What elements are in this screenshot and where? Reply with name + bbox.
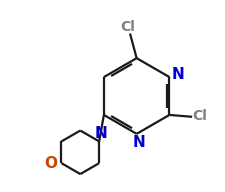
- Text: N: N: [94, 126, 107, 141]
- Text: Cl: Cl: [191, 109, 206, 123]
- Text: N: N: [132, 135, 144, 150]
- Text: N: N: [171, 67, 184, 82]
- Text: Cl: Cl: [120, 20, 135, 34]
- Text: O: O: [44, 156, 57, 171]
